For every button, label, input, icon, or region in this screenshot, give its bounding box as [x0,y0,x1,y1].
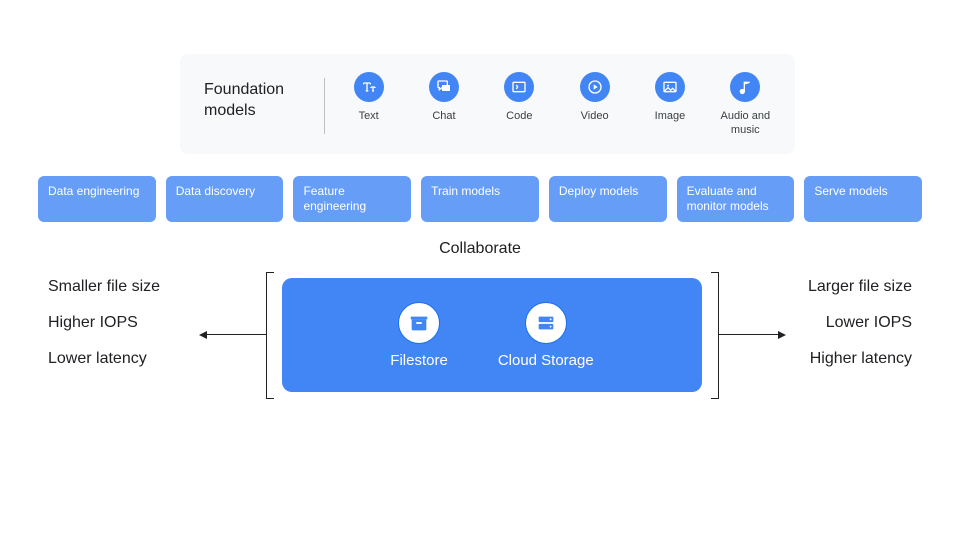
storage-label: Filestore [390,352,448,369]
text-icon [354,72,384,102]
arrow-left-line [206,334,266,335]
bracket-tick [711,398,719,399]
filestore-icon [398,302,440,344]
right-properties: Larger file size Lower IOPS Higher laten… [808,278,912,368]
foundation-label: Audio and music [709,110,781,138]
bracket-tick [711,272,719,273]
pill-data-discovery: Data discovery [166,176,284,222]
foundation-label: Image [655,110,686,124]
foundation-items: Text Chat Code Video Image [331,72,783,138]
image-icon [655,72,685,102]
foundation-models-panel: Foundation models Text Chat Code Video [180,54,795,154]
code-icon [504,72,534,102]
foundation-label: Code [506,110,532,124]
collaborate-label: Collaborate [0,240,960,258]
foundation-item-audio: Audio and music [709,72,781,138]
prop-larger-file: Larger file size [808,278,912,296]
prop-lower-latency: Lower latency [48,350,160,368]
bracket-tick [266,398,274,399]
left-properties: Smaller file size Higher IOPS Lower late… [48,278,160,368]
foundation-title: Foundation models [204,72,324,122]
foundation-item-image: Image [634,72,706,138]
video-icon [580,72,610,102]
pill-train-models: Train models [421,176,539,222]
pipeline-row: Data engineering Data discovery Feature … [38,176,922,222]
pill-serve-models: Serve models [804,176,922,222]
foundation-item-video: Video [559,72,631,138]
cloud-storage-icon [525,302,567,344]
bracket-left [266,272,267,398]
storage-label: Cloud Storage [498,352,594,369]
foundation-label: Text [359,110,379,124]
storage-item-filestore: Filestore [390,302,448,369]
pill-deploy-models: Deploy models [549,176,667,222]
arrow-right-head [778,331,786,339]
foundation-item-code: Code [483,72,555,138]
pill-feature-engineering: Feature engineering [293,176,411,222]
audio-icon [730,72,760,102]
pill-evaluate-monitor: Evaluate and monitor models [677,176,795,222]
prop-higher-iops: Higher IOPS [48,314,160,332]
foundation-label: Video [581,110,609,124]
foundation-label: Chat [432,110,455,124]
storage-item-cloud-storage: Cloud Storage [498,302,594,369]
arrow-right-line [718,334,778,335]
bracket-right [718,272,719,398]
chat-icon [429,72,459,102]
prop-lower-iops: Lower IOPS [826,314,912,332]
prop-smaller-file: Smaller file size [48,278,160,296]
foundation-item-text: Text [333,72,405,138]
prop-higher-latency: Higher latency [810,350,912,368]
storage-box: Filestore Cloud Storage [282,278,702,392]
foundation-item-chat: Chat [408,72,480,138]
pill-data-engineering: Data engineering [38,176,156,222]
foundation-divider [324,78,325,134]
bracket-tick [266,272,274,273]
arrow-left-head [199,331,207,339]
